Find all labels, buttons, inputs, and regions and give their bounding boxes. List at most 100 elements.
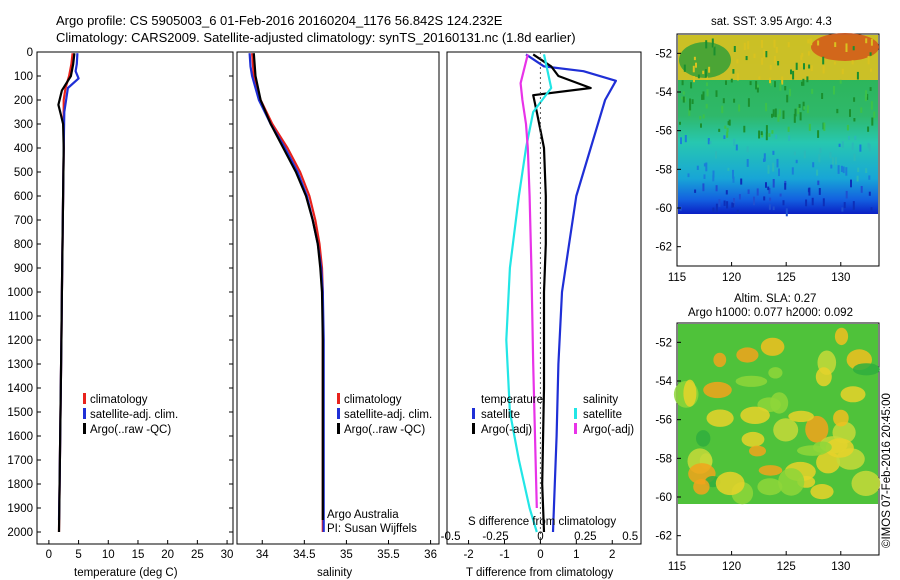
depth-tick-label: 1700 <box>7 455 33 467</box>
sla-anomaly <box>706 409 734 427</box>
salinity-diff-tick-label: 0.5 <box>622 531 638 543</box>
lat-tick-label: -62 <box>655 242 672 254</box>
x-tick-label: 10 <box>102 549 115 561</box>
sst-speckle <box>866 93 869 100</box>
sst-speckle <box>713 46 716 56</box>
lat-tick-label: -60 <box>655 492 672 504</box>
sst-speckle <box>702 114 705 119</box>
sst-speckle <box>715 185 718 192</box>
sst-speckle <box>842 166 845 174</box>
legend-label-climatology: climatology <box>344 394 402 406</box>
sst-speckle <box>797 107 800 114</box>
sst-speckle <box>726 201 729 209</box>
sst-speckle <box>867 126 870 132</box>
sst-speckle <box>747 189 750 194</box>
sst-speckle <box>788 135 791 141</box>
sst-speckle <box>725 190 728 195</box>
sst-speckle <box>870 38 873 46</box>
sst-speckle <box>736 73 739 81</box>
sst-speckle <box>761 40 763 48</box>
legend-temperature-heading: temperature <box>481 394 543 406</box>
sst-speckle <box>789 88 791 97</box>
sst-speckle <box>865 38 868 44</box>
sla-anomaly <box>840 386 866 403</box>
sst-speckle <box>732 169 734 179</box>
sst-speckle <box>787 126 790 132</box>
series-line-temperature-argo-adj- <box>532 53 592 533</box>
lat-tick-label: -58 <box>655 164 672 176</box>
sst-speckle <box>810 65 813 72</box>
sst-map: sat. SST: 3.95 Argo: 4.3 -52 -54 -56 -58 -60… <box>655 16 880 284</box>
sla-anomaly <box>696 430 711 447</box>
sla-anomaly <box>740 406 770 424</box>
sst-speckle <box>745 56 748 61</box>
temperature-x-label: temperature (deg C) <box>74 567 178 579</box>
depth-tick-label: 1500 <box>7 407 33 419</box>
sla-anomaly <box>813 441 832 453</box>
lat-tick-label: -52 <box>655 337 672 349</box>
sst-speckle <box>841 68 844 75</box>
sst-speckle <box>691 99 694 104</box>
sla-anomaly <box>773 418 799 442</box>
sst-speckle <box>777 114 780 122</box>
sst-speckle <box>867 56 870 65</box>
depth-tick-label: 1200 <box>7 335 33 347</box>
sst-speckle <box>743 125 746 133</box>
sst-speckle <box>830 164 833 169</box>
sst-speckle <box>800 62 803 67</box>
salinity-plot-area <box>236 51 440 545</box>
sst-speckle <box>715 151 717 159</box>
sst-speckle <box>765 125 768 134</box>
sst-speckle <box>803 106 806 110</box>
sst-cool-patch <box>679 42 731 78</box>
legend-swatch-temp-satellite <box>472 408 475 419</box>
sst-speckle <box>860 107 863 113</box>
legend-swatch-argo <box>83 423 86 434</box>
sst-speckle <box>706 89 709 97</box>
sst-speckle <box>817 180 820 186</box>
sst-speckle <box>854 135 857 140</box>
sst-speckle <box>852 201 855 210</box>
sst-speckle <box>837 165 840 174</box>
sst-speckle <box>758 76 761 80</box>
header-line-1: Argo profile: CS 5905003_6 01-Feb-2016 2… <box>56 13 503 28</box>
sst-speckle <box>703 174 706 179</box>
sst-speckle <box>791 167 794 175</box>
sla-map-title-1: Altim. SLA: 0.27 <box>734 293 816 305</box>
sla-anomaly <box>683 379 697 407</box>
difference-x-label: T difference from climatology <box>466 567 613 579</box>
depth-tick-label: 200 <box>14 95 33 107</box>
sst-speckle <box>704 69 707 78</box>
sst-speckle <box>712 207 715 212</box>
temperature-plot-area <box>36 51 234 545</box>
sla-map: Altim. SLA: 0.27 Argo h1000: 0.077 h2000… <box>655 293 881 573</box>
depth-tick-label: 1000 <box>7 287 33 299</box>
sla-anomaly <box>735 375 768 387</box>
sst-speckle <box>768 188 771 194</box>
sst-speckle <box>680 137 682 145</box>
sst-speckle <box>733 98 736 103</box>
sst-speckle <box>803 150 806 159</box>
sst-speckle <box>802 101 805 111</box>
sst-speckle <box>732 176 735 183</box>
sst-speckle <box>811 197 814 206</box>
sst-speckle <box>767 165 770 174</box>
sla-anomaly <box>834 327 849 346</box>
legend-swatch-temp-argo <box>472 423 475 434</box>
sst-speckle <box>870 207 873 211</box>
sst-speckle <box>712 174 715 182</box>
x-tick-label: 30 <box>221 549 234 561</box>
sst-speckle <box>868 191 871 196</box>
sst-speckle <box>811 88 814 94</box>
sst-speckle <box>845 167 848 176</box>
depth-tick-label: 1900 <box>7 503 33 515</box>
sst-speckle <box>723 135 726 139</box>
legend-label-sal-argo: Argo(-adj) <box>583 424 634 436</box>
sla-lon-ticks: 115 120 125 130 <box>668 551 850 573</box>
sst-speckle <box>795 159 798 164</box>
sst-speckle <box>705 40 708 49</box>
sst-speckle <box>733 138 736 146</box>
sst-speckle <box>822 65 825 74</box>
sst-speckle <box>694 189 697 193</box>
sst-speckle <box>771 130 774 134</box>
